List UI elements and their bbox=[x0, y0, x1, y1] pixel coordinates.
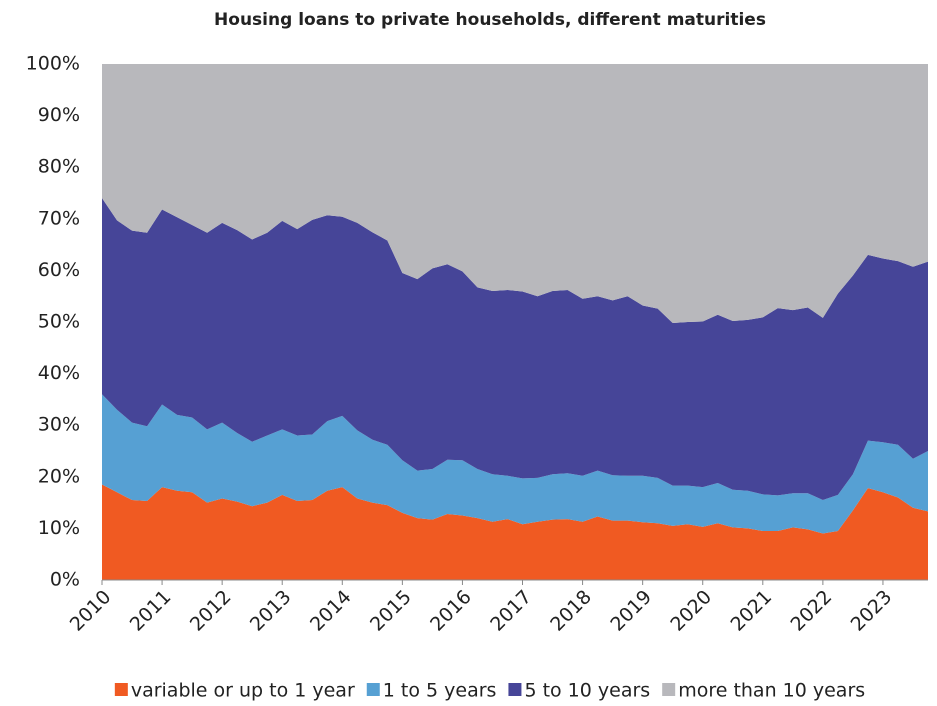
legend-swatch bbox=[508, 683, 522, 696]
x-tick-label: 2017 bbox=[486, 586, 536, 636]
y-tick-label: 90% bbox=[38, 104, 80, 126]
legend-swatch bbox=[662, 683, 676, 696]
x-tick-label: 2011 bbox=[126, 586, 176, 636]
y-tick-label: 100% bbox=[26, 53, 80, 75]
legend-swatch bbox=[366, 683, 380, 696]
y-tick-label: 20% bbox=[38, 465, 80, 487]
x-tick-label: 2018 bbox=[546, 586, 596, 636]
x-tick-label: 2014 bbox=[306, 586, 356, 636]
legend-label: 5 to 10 years bbox=[524, 680, 650, 702]
x-tick-label: 2020 bbox=[666, 586, 716, 636]
chart-title: Housing loans to private households, dif… bbox=[214, 10, 766, 30]
x-tick-label: 2022 bbox=[787, 586, 837, 636]
y-tick-label: 60% bbox=[38, 259, 80, 281]
legend-label: more than 10 years bbox=[678, 680, 865, 702]
x-tick-label: 2021 bbox=[726, 586, 776, 636]
x-tick-label: 2012 bbox=[186, 586, 236, 636]
area bbox=[102, 394, 928, 534]
x-tick-label: 2016 bbox=[426, 586, 476, 636]
y-tick-label: 30% bbox=[38, 414, 80, 436]
legend-label: variable or up to 1 year bbox=[131, 680, 355, 702]
y-tick-label: 70% bbox=[38, 207, 80, 229]
y-tick-label: 10% bbox=[38, 517, 80, 539]
legend-label: 1 to 5 years bbox=[383, 680, 497, 702]
x-tick-label: 2015 bbox=[366, 586, 416, 636]
x-tick-label: 2013 bbox=[246, 586, 296, 636]
y-tick-label: 0% bbox=[50, 569, 80, 591]
y-tick-label: 40% bbox=[38, 362, 80, 384]
x-tick-label: 2010 bbox=[66, 586, 116, 636]
x-tick-label: 2023 bbox=[847, 586, 897, 636]
area bbox=[102, 484, 928, 580]
area bbox=[102, 198, 928, 501]
legend: variable or up to 1 year 1 to 5 years 5 to… bbox=[114, 680, 865, 702]
area bbox=[102, 64, 928, 324]
y-tick-label: 50% bbox=[38, 311, 80, 333]
y-tick-label: 80% bbox=[38, 156, 80, 178]
x-tick-label: 2019 bbox=[606, 586, 656, 636]
legend-swatch bbox=[114, 683, 128, 696]
